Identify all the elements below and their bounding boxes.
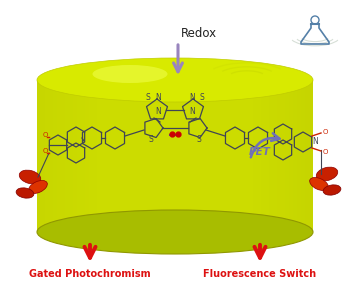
Ellipse shape bbox=[16, 188, 34, 198]
Text: O: O bbox=[42, 132, 48, 138]
Polygon shape bbox=[37, 80, 41, 232]
Ellipse shape bbox=[310, 178, 328, 190]
Ellipse shape bbox=[316, 167, 338, 181]
Polygon shape bbox=[45, 80, 49, 232]
Ellipse shape bbox=[92, 65, 168, 83]
Ellipse shape bbox=[323, 185, 341, 195]
Text: S: S bbox=[149, 136, 153, 145]
Text: PET: PET bbox=[249, 147, 271, 157]
Text: Gated Photochromism: Gated Photochromism bbox=[29, 269, 151, 279]
Ellipse shape bbox=[19, 170, 41, 184]
Text: S: S bbox=[197, 136, 201, 145]
Polygon shape bbox=[37, 80, 313, 232]
Text: O: O bbox=[322, 149, 328, 155]
Polygon shape bbox=[305, 80, 309, 232]
Text: S: S bbox=[199, 94, 204, 103]
Text: N: N bbox=[155, 92, 161, 101]
Text: O: O bbox=[42, 148, 48, 154]
Text: Redox: Redox bbox=[181, 27, 217, 40]
Text: N: N bbox=[189, 106, 195, 116]
Polygon shape bbox=[309, 80, 313, 232]
FancyArrowPatch shape bbox=[251, 133, 280, 157]
Ellipse shape bbox=[29, 181, 47, 194]
Text: N: N bbox=[155, 106, 161, 116]
Ellipse shape bbox=[37, 210, 313, 254]
Ellipse shape bbox=[37, 58, 313, 102]
Text: N: N bbox=[312, 137, 318, 146]
Polygon shape bbox=[41, 80, 45, 232]
Text: S: S bbox=[146, 94, 150, 103]
Text: N: N bbox=[189, 92, 195, 101]
Text: O: O bbox=[322, 129, 328, 135]
Text: Fluorescence Switch: Fluorescence Switch bbox=[203, 269, 316, 279]
